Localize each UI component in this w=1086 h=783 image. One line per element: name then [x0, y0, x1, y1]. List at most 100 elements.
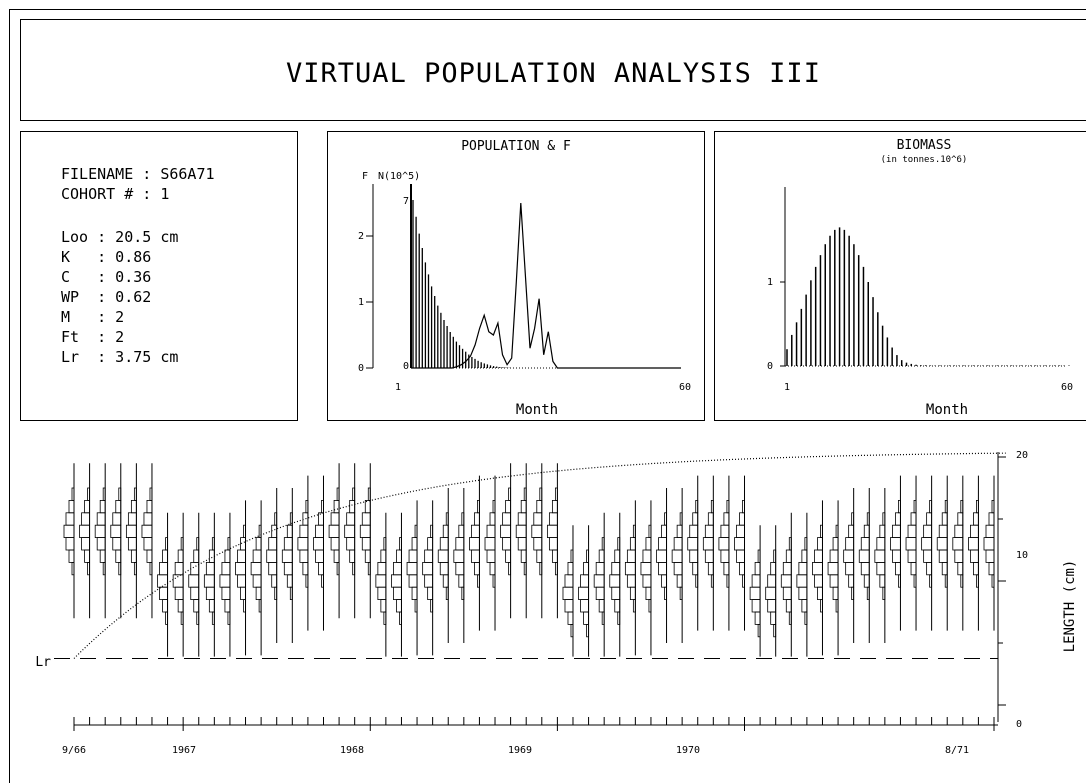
length-frequency-sample [765, 525, 777, 657]
frequency-bin [804, 611, 808, 625]
frequency-bin [255, 537, 262, 551]
frequency-bin [773, 549, 777, 563]
frequency-bin [346, 537, 356, 551]
frequency-bin [661, 524, 667, 538]
frequency-bin [890, 537, 901, 551]
param-c: C : 0.36 [61, 268, 152, 286]
frequency-bin [601, 537, 605, 551]
frequency-bin [193, 549, 200, 563]
frequency-bin [380, 599, 387, 613]
frequency-bin [177, 549, 184, 563]
frequency-bin [710, 574, 714, 588]
frequency-bin [642, 549, 652, 563]
frequency-bin [486, 549, 496, 563]
frequency-bin [702, 537, 714, 551]
length-tick-10: 10 [1016, 550, 1028, 561]
frequency-bin [882, 586, 886, 600]
frequency-bin [656, 549, 667, 563]
frequency-bin [895, 512, 901, 526]
frequency-bin [642, 574, 652, 588]
frequency-bin [94, 524, 106, 538]
length-frequency-sample [203, 512, 215, 657]
frequency-bin [149, 562, 153, 576]
frequency-bin [211, 537, 215, 551]
frequency-bin [629, 586, 636, 600]
frequency-bin [679, 586, 683, 600]
length-frequency-sample [905, 475, 917, 631]
length-frequency-sample [157, 512, 169, 657]
length-frequency-sample [375, 512, 387, 657]
frequency-bin [954, 524, 964, 538]
frequency-bin [570, 549, 574, 563]
frequency-bin [780, 574, 792, 588]
frequency-bin [892, 524, 901, 538]
frequency-bin [539, 562, 543, 576]
frequency-bin [910, 562, 917, 576]
length-frequency-sample [812, 500, 823, 656]
frequency-bin [895, 562, 901, 576]
frequency-bin [860, 562, 870, 576]
frequency-bin [578, 586, 589, 600]
frequency-bin [567, 611, 574, 625]
frequency-bin [318, 512, 324, 526]
biomass-chart-title: BIOMASS [897, 138, 952, 153]
frequency-bin [695, 574, 699, 588]
frequency-bin [671, 549, 683, 563]
frequency-bin [321, 574, 324, 588]
page-title: VIRTUAL POPULATION ANALYSIS III [286, 58, 821, 89]
frequency-bin [208, 549, 215, 563]
frequency-bin [757, 549, 761, 563]
frequency-bin [973, 512, 979, 526]
frequency-bin [801, 549, 808, 563]
frequency-bin [333, 500, 340, 514]
frequency-bin [742, 500, 745, 514]
frequency-bin [941, 512, 948, 526]
frequency-bin [905, 537, 917, 551]
frequency-bin [679, 512, 683, 526]
frequency-bin [63, 524, 75, 538]
length-frequency-sample [546, 463, 558, 619]
frequency-bin [583, 562, 589, 576]
frequency-bin [551, 549, 558, 563]
frequency-bin [598, 549, 605, 563]
frequency-bin [399, 611, 402, 625]
frequency-bin [801, 599, 808, 613]
frequency-bin [648, 524, 652, 538]
frequency-bin [734, 537, 745, 551]
frequency-bin [782, 586, 792, 600]
frequency-bin [455, 537, 465, 551]
frequency-bin [110, 524, 122, 538]
frequency-bin [427, 586, 434, 600]
frequency-bin [396, 549, 402, 563]
frequency-bin [439, 537, 449, 551]
frequency-bin [486, 524, 496, 538]
frequency-bin [523, 487, 527, 501]
length-frequency-sample [437, 488, 449, 643]
frequency-bin [461, 586, 465, 600]
title-panel: VIRTUAL POPULATION ANALYSIS III [20, 19, 1086, 121]
frequency-bin [127, 537, 137, 551]
frequency-bin [832, 586, 839, 600]
frequency-bin [318, 562, 324, 576]
frequency-bin [502, 512, 512, 526]
frequency-bin [879, 574, 886, 588]
frequency-bin [832, 537, 839, 551]
f-tick-1: 1 [358, 297, 364, 308]
frequency-bin [751, 574, 761, 588]
frequency-bin [820, 599, 823, 613]
frequency-bin [882, 512, 886, 526]
frequency-bin [461, 512, 465, 526]
frequency-bin [71, 487, 75, 501]
length-frequency-sample [125, 463, 137, 619]
length-frequency-sample [94, 463, 106, 619]
param-m: M : 2 [61, 308, 125, 326]
f-axis-label: F [362, 171, 368, 182]
frequency-bin [695, 500, 699, 514]
frequency-bin [408, 549, 418, 563]
frequency-bin [785, 549, 792, 563]
frequency-bin [243, 524, 246, 538]
frequency-bin [289, 586, 293, 600]
frequency-bin [689, 549, 699, 563]
length-frequency-sample [141, 463, 153, 619]
frequency-bin [726, 574, 730, 588]
